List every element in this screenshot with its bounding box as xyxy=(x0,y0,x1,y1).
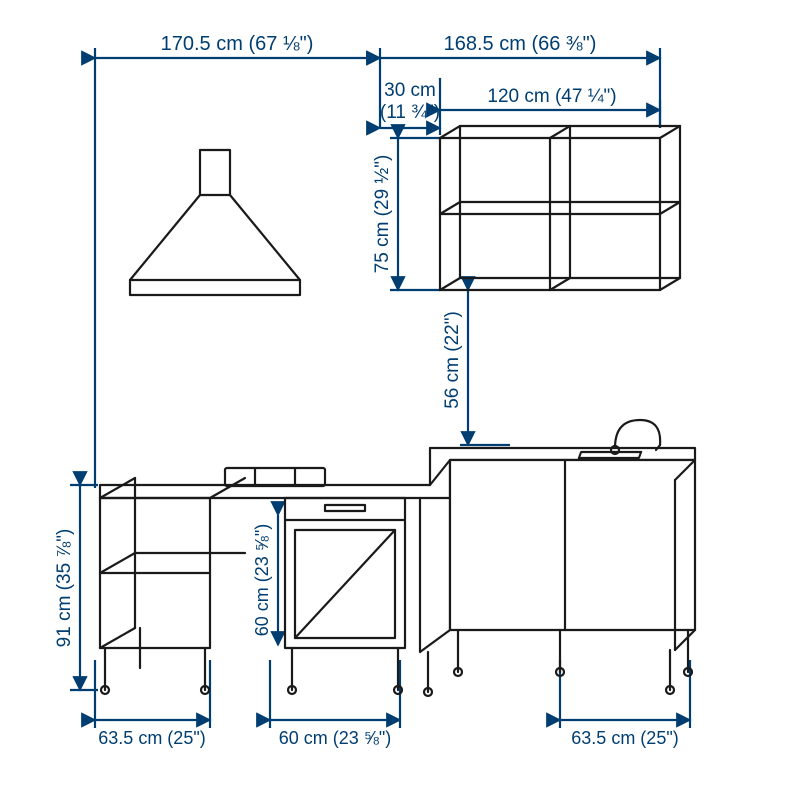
wall-shelf-icon xyxy=(440,126,680,290)
base-kitchen-icon xyxy=(100,420,695,696)
dim-btm-mid-label: 60 cm (23 ⅝") xyxy=(279,728,391,748)
dim-top-left-label: 170.5 cm (67 ⅛") xyxy=(161,33,314,55)
range-hood-icon xyxy=(130,150,300,295)
dim-56-label: 56 cm (22") xyxy=(442,311,463,409)
dim-top-right-label: 168.5 cm (66 ⅜") xyxy=(444,33,597,55)
dim-30-label2: (11 ¾") xyxy=(380,102,440,123)
dim-75-label: 75 cm (29 ½") xyxy=(372,155,393,274)
dim-btm-left-label: 63.5 cm (25") xyxy=(98,728,205,748)
kitchen-dimension-diagram: 170.5 cm (67 ⅛") 168.5 cm (66 ⅜") 30 cm … xyxy=(0,0,790,790)
dim-btm-right-label: 63.5 cm (25") xyxy=(571,728,678,748)
dim-30-label1: 30 cm xyxy=(384,80,436,101)
dim-60h-label: 60 cm (23 ⅝") xyxy=(252,524,272,636)
dimensions-group: 170.5 cm (67 ⅛") 168.5 cm (66 ⅜") 30 cm … xyxy=(54,33,690,748)
dim-91-label: 91 cm (35 ⅞") xyxy=(54,529,75,648)
dim-120-label: 120 cm (47 ¼") xyxy=(487,86,616,107)
